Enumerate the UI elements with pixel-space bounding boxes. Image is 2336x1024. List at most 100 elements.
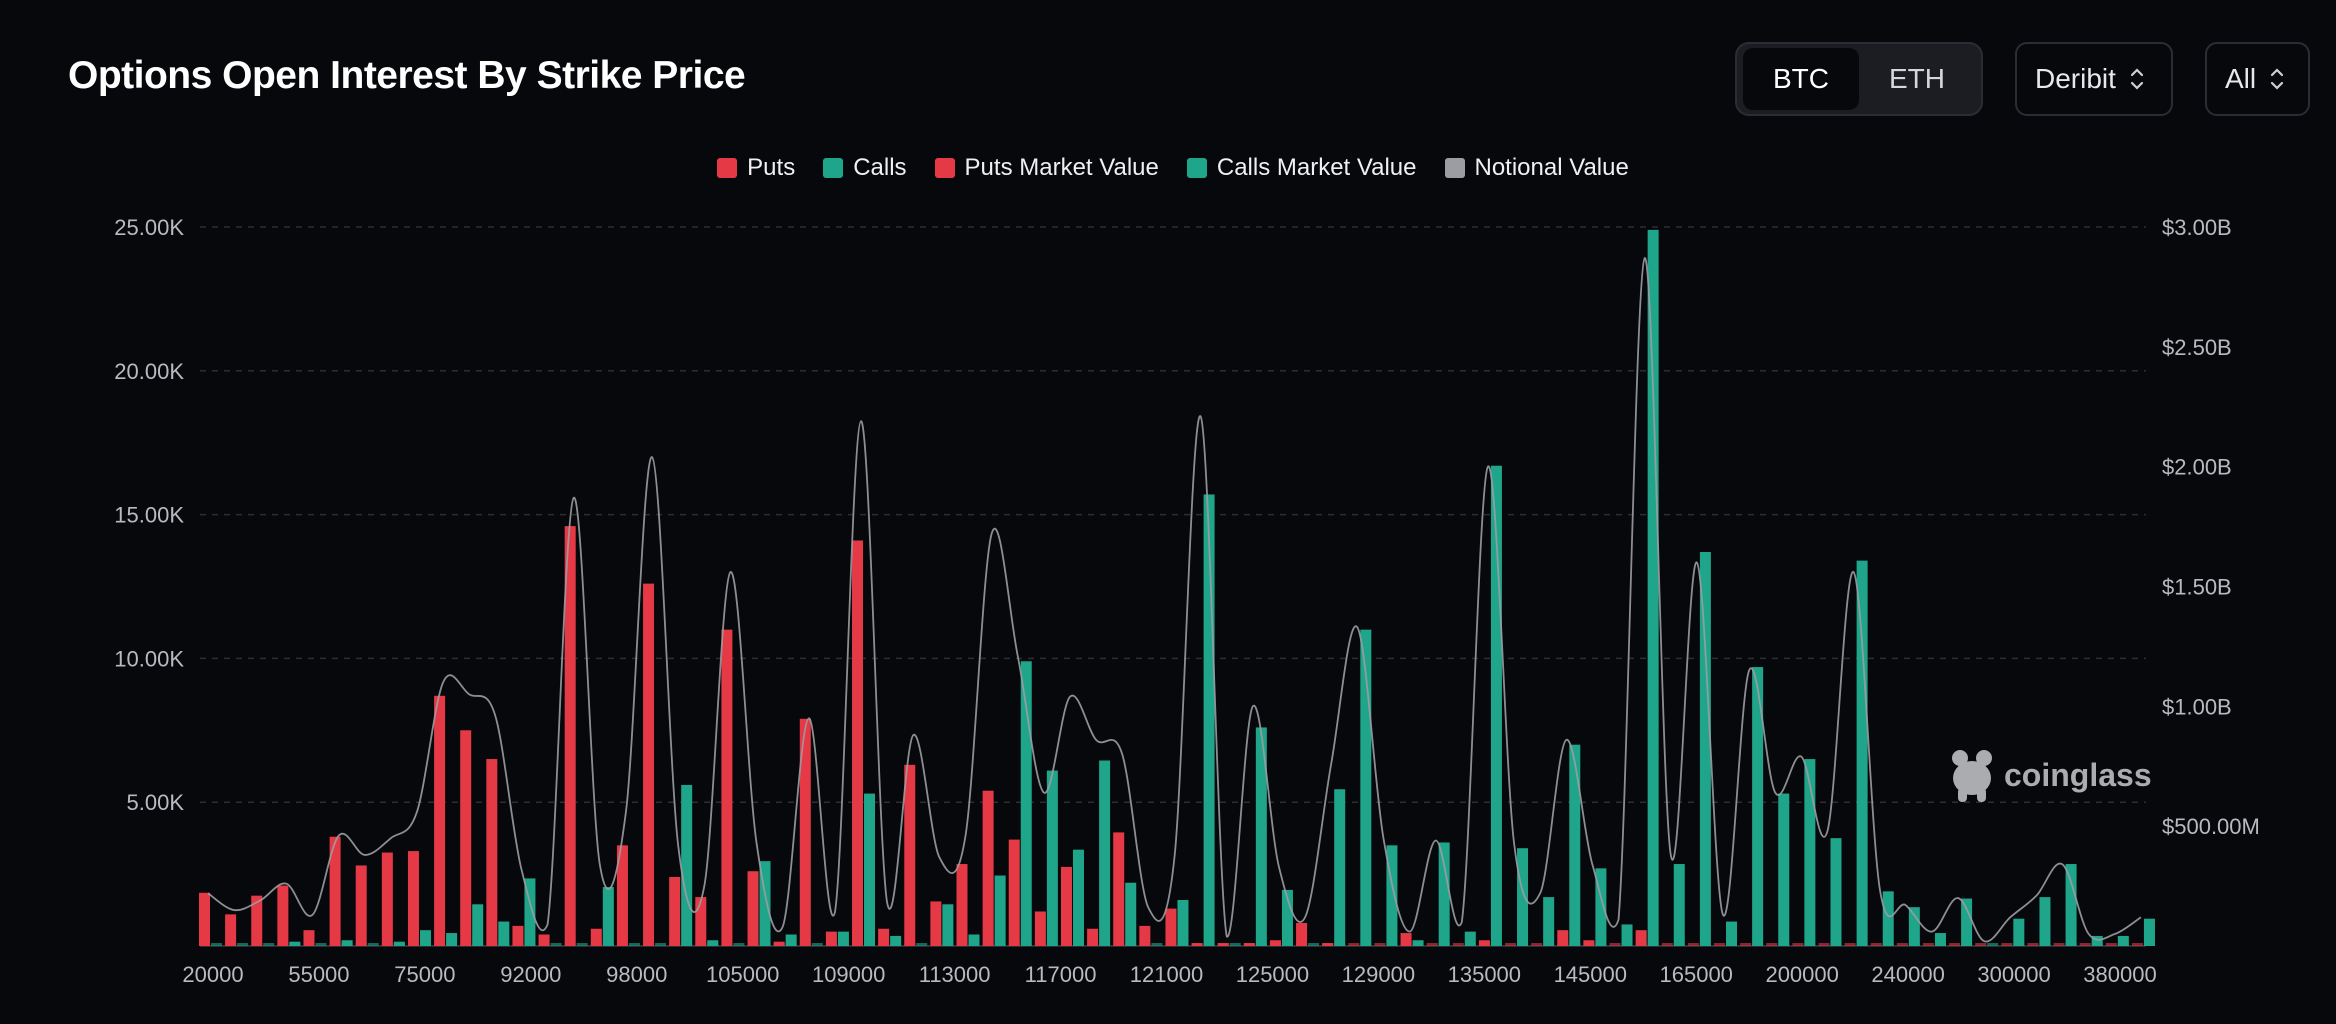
puts-market-value-bar	[277, 943, 289, 946]
puts-market-value-bar	[721, 943, 733, 946]
puts-market-value-bar	[1087, 943, 1099, 946]
y-left-tick-label: 10.00K	[114, 646, 184, 671]
calls-market-value-bar	[1386, 943, 1398, 946]
puts-bar	[721, 629, 733, 946]
puts-market-value-bar	[2105, 943, 2117, 946]
calls-market-value-bar	[942, 943, 954, 946]
updown-chevron-icon	[2270, 66, 2284, 92]
puts-bar	[434, 695, 446, 946]
calls-bar	[890, 935, 902, 946]
calls-market-value-bar	[289, 943, 301, 946]
x-tick-label: 380000	[2083, 962, 2156, 987]
puts-market-value-bar	[1348, 943, 1360, 946]
puts-bar	[669, 876, 681, 946]
calls-market-value-bar	[1569, 943, 1581, 946]
calls-market-value-bar	[1856, 943, 1868, 946]
legend-item-puts-market-value[interactable]: Puts Market Value	[934, 154, 1159, 182]
calls-market-value-bar	[1882, 943, 1894, 946]
puts-market-value-bar	[1322, 943, 1334, 946]
legend-item-puts[interactable]: Puts	[717, 154, 795, 182]
puts-market-value-bar	[1557, 943, 1569, 946]
puts-market-value-bar	[1661, 943, 1673, 946]
legend-swatch	[1444, 158, 1465, 178]
puts-market-value-bar	[1452, 943, 1464, 946]
puts-market-value-bar	[1583, 943, 1595, 946]
calls-market-value-bar	[524, 943, 536, 946]
legend-label: Calls	[853, 154, 907, 181]
calls-bar	[942, 904, 954, 946]
calls-bar	[785, 934, 797, 946]
y-right-tick-label: $2.50B	[2162, 335, 2232, 360]
puts-bar	[564, 526, 576, 946]
y-right-tick-label: $2.00B	[2162, 455, 2232, 480]
x-tick-label: 113000	[919, 962, 991, 987]
puts-market-value-bar	[1844, 943, 1856, 946]
puts-bar	[825, 931, 837, 946]
calls-market-value-bar	[1543, 943, 1555, 946]
eth-toggle-button[interactable]: ETH	[1889, 63, 1945, 94]
calls-bar	[2117, 935, 2129, 946]
legend-item-calls[interactable]: Calls	[823, 154, 907, 182]
calls-bar	[864, 793, 876, 946]
legend-item-calls-market-value[interactable]: Calls Market Value	[1186, 154, 1417, 182]
puts-market-value-bar	[695, 943, 707, 946]
calls-market-value-bar	[550, 943, 562, 946]
puts-market-value-bar	[1139, 943, 1151, 946]
legend-item-notional-value[interactable]: Notional Value	[1444, 154, 1629, 182]
x-tick-label: 117000	[1025, 962, 1097, 987]
puts-market-value-bar	[904, 943, 916, 946]
calls-bar	[446, 933, 458, 946]
calls-market-value-bar	[2013, 943, 2025, 946]
puts-bar	[538, 934, 550, 946]
calls-bar	[498, 921, 510, 946]
calls-bar	[1490, 465, 1502, 946]
calls-market-value-bar	[1412, 943, 1424, 946]
legend-label: Calls Market Value	[1216, 154, 1417, 181]
calls-market-value-bar	[472, 943, 484, 946]
calls-bar	[1961, 898, 1973, 946]
puts-market-value-bar	[956, 943, 968, 946]
calls-bar	[1099, 760, 1111, 946]
calls-market-value-bar	[2143, 943, 2155, 946]
calls-bar	[759, 861, 771, 946]
btc-toggle-button[interactable]: BTC	[1743, 48, 1859, 110]
x-tick-label: 92000	[500, 962, 561, 987]
puts-market-value-bar	[1792, 943, 1804, 946]
puts-market-value-bar	[407, 943, 419, 946]
calls-market-value-bar	[837, 943, 849, 946]
calls-market-value-bar	[1203, 943, 1215, 946]
x-tick-label: 75000	[394, 962, 455, 987]
puts-market-value-bar	[1008, 943, 1020, 946]
exchange-select[interactable]: Deribit	[2015, 42, 2173, 116]
puts-bar	[303, 930, 315, 946]
calls-market-value-bar	[446, 943, 458, 946]
calls-bar	[1281, 889, 1293, 946]
range-select[interactable]: All	[2205, 42, 2310, 116]
calls-market-value-bar	[1255, 943, 1267, 946]
puts-market-value-bar	[460, 943, 472, 946]
x-tick-label: 145000	[1554, 962, 1627, 987]
calls-bar	[1908, 907, 1920, 946]
calls-bar	[1177, 899, 1189, 946]
puts-market-value-bar	[2001, 943, 2013, 946]
calls-market-value-bar	[1125, 943, 1137, 946]
puts-market-value-bar	[982, 943, 994, 946]
range-select-value: All	[2225, 63, 2257, 94]
x-tick-label: 135000	[1448, 962, 1521, 987]
calls-bar	[419, 930, 431, 946]
calls-bar	[1673, 864, 1685, 946]
notional-value-line	[207, 257, 2142, 943]
calls-bar	[1699, 551, 1711, 946]
calls-bar	[1882, 891, 1894, 946]
puts-market-value-bar	[1113, 943, 1125, 946]
puts-market-value-bar	[1400, 943, 1412, 946]
calls-market-value-bar	[1151, 943, 1163, 946]
x-tick-label: 125000	[1236, 962, 1309, 987]
puts-market-value-bar	[1896, 943, 1908, 946]
puts-market-value-bar	[512, 943, 524, 946]
puts-bar	[747, 871, 759, 946]
puts-market-value-bar	[747, 943, 759, 946]
puts-market-value-bar	[1949, 943, 1961, 946]
puts-bar	[199, 892, 210, 946]
calls-bar	[1334, 789, 1346, 946]
